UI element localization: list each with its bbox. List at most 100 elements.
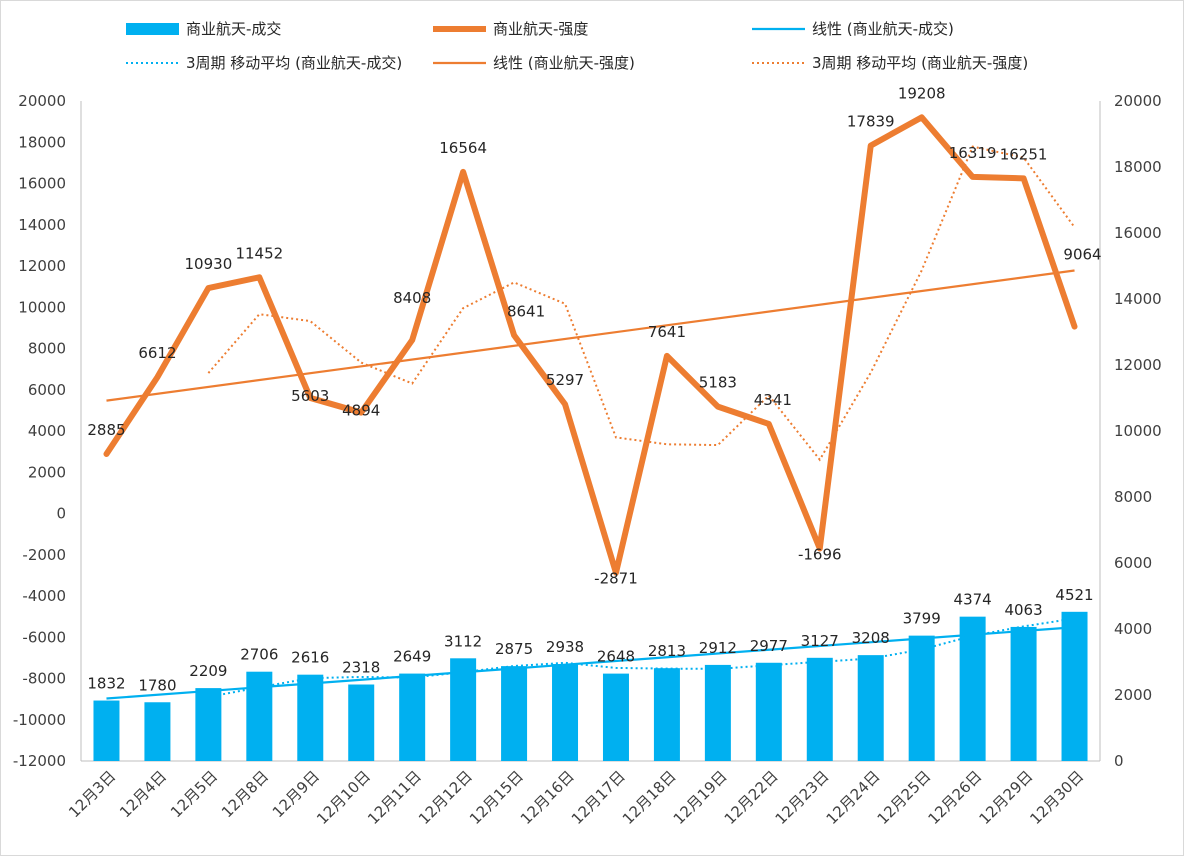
legend: 商业航天-成交 商业航天-强度 线性 (商业航天-成交) 3周期 移动平均 (商业航天… (126, 20, 1028, 72)
left-tick-label: 18000 (18, 133, 66, 151)
bar (144, 702, 171, 761)
legend-label: 线性 (商业航天-成交) (812, 20, 954, 38)
line-series (103, 114, 1078, 576)
left-tick-label: 16000 (18, 175, 66, 193)
bar-data-label: 3127 (801, 632, 839, 650)
bar (806, 657, 833, 761)
linear-trendline (106, 269, 1075, 402)
bar-data-label: 2649 (393, 648, 431, 666)
left-tick-label: -2000 (22, 546, 66, 564)
right-tick-label: 0 (1114, 752, 1124, 770)
right-tick-label: 8000 (1114, 488, 1152, 506)
bar (93, 700, 120, 761)
bar (704, 664, 731, 761)
bar (297, 674, 324, 761)
bar-data-label: 2209 (189, 662, 227, 680)
bar-data-label: 2318 (342, 659, 380, 677)
legend-label: 3周期 移动平均 (商业航天-成交) (186, 54, 402, 72)
line-data-label: 8408 (393, 289, 431, 307)
line-data-label: 2885 (87, 421, 125, 439)
left-axis: 2000018000160001400012000100008000600040… (13, 92, 82, 770)
line-data-label: 5297 (546, 371, 584, 389)
line-data-label: 17839 (847, 113, 895, 131)
bar-data-label: 2648 (597, 648, 635, 666)
bar-data-label: 2875 (495, 640, 533, 658)
bar (959, 616, 986, 761)
bar-data-label: 2616 (291, 649, 329, 667)
legend-label: 线性 (商业航天-强度) (493, 54, 635, 72)
line-data-label: 4341 (754, 391, 792, 409)
left-tick-label: 10000 (18, 298, 66, 316)
right-tick-label: 2000 (1114, 686, 1152, 704)
trendlines (106, 145, 1076, 700)
line-data-label: 6612 (138, 344, 176, 362)
line-data-label: 16564 (439, 139, 487, 157)
line-data-label: 16251 (1000, 145, 1048, 163)
line-data-label: 4894 (342, 402, 380, 420)
left-tick-label: -6000 (22, 628, 66, 646)
legend-swatch (126, 23, 179, 35)
bar-data-label: 2912 (699, 639, 737, 657)
legend-entry: 3周期 移动平均 (商业航天-强度) (752, 54, 1028, 72)
bar-data-label: 2938 (546, 638, 584, 656)
left-tick-label: 4000 (28, 422, 66, 440)
bar (1010, 626, 1037, 761)
legend-entry: 线性 (商业航天-强度) (433, 54, 635, 72)
legend-entry: 3周期 移动平均 (商业航天-成交) (126, 54, 402, 72)
bar (653, 668, 680, 761)
left-tick-label: 8000 (28, 340, 66, 358)
line-data-label: 8641 (507, 302, 545, 320)
bar (602, 673, 629, 761)
bar (450, 658, 477, 761)
bar-data-label: 3112 (444, 632, 482, 650)
right-tick-label: 14000 (1114, 290, 1162, 308)
strength-line (103, 114, 1078, 576)
bar-data-label: 3208 (852, 629, 890, 647)
left-tick-label: -4000 (22, 587, 66, 605)
right-tick-label: 4000 (1114, 620, 1152, 638)
line-data-label: 5183 (699, 374, 737, 392)
bar-series (93, 611, 1088, 761)
legend-entry: 线性 (商业航天-成交) (752, 20, 954, 38)
bar (857, 655, 884, 761)
bar-data-label: 4521 (1055, 586, 1093, 604)
line-data-label: -1696 (798, 545, 842, 563)
right-tick-label: 10000 (1114, 422, 1162, 440)
bar-data-label: 1780 (138, 676, 176, 694)
right-tick-label: 6000 (1114, 554, 1152, 572)
right-axis: 2000018000160001400012000100008000600040… (1099, 92, 1162, 770)
bar (501, 666, 528, 761)
bar (399, 673, 426, 761)
left-tick-label: -8000 (22, 670, 66, 688)
left-tick-label: 0 (56, 505, 66, 523)
bar (348, 684, 375, 761)
right-tick-label: 16000 (1114, 224, 1162, 242)
right-tick-label: 20000 (1114, 92, 1162, 110)
bar-data-label: 1832 (87, 675, 125, 693)
bar (195, 688, 222, 761)
left-tick-label: 14000 (18, 216, 66, 234)
bar-data-label: 2706 (240, 646, 278, 664)
line-data-label: 16319 (949, 144, 997, 162)
bar (552, 664, 579, 761)
left-tick-label: 20000 (18, 92, 66, 110)
left-tick-label: 12000 (18, 257, 66, 275)
right-tick-label: 18000 (1114, 158, 1162, 176)
line-data-label: 11452 (235, 244, 283, 262)
line-data-label: 5603 (291, 387, 329, 405)
line-data-label: 7641 (648, 323, 686, 341)
left-tick-label: 2000 (28, 463, 66, 481)
bar-data-label: 2977 (750, 637, 788, 655)
bar (1061, 611, 1088, 761)
legend-entry: 商业航天-强度 (433, 20, 588, 38)
left-tick-label: 6000 (28, 381, 66, 399)
bar (755, 662, 782, 761)
left-tick-label: -10000 (13, 711, 66, 729)
bar-data-label: 3799 (903, 610, 941, 628)
legend-label: 3周期 移动平均 (商业航天-强度) (812, 54, 1028, 72)
legend-entry: 商业航天-成交 (126, 20, 281, 38)
legend-label: 商业航天-成交 (186, 20, 281, 38)
line-data-label: 19208 (898, 84, 946, 102)
